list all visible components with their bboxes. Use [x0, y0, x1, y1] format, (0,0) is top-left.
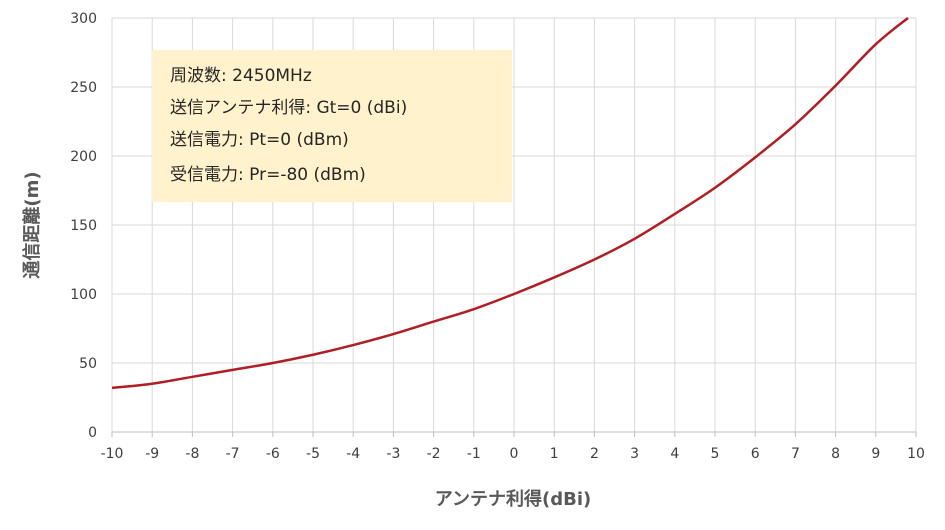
series-line: [111, 17, 909, 390]
y-tick-label: 150: [70, 218, 97, 234]
x-tick-label: 2: [590, 446, 599, 462]
x-axis-title: アンテナ利得(dBi): [435, 488, 592, 510]
y-tick-label: 0: [88, 425, 97, 441]
annotation-line: 受信電力: Pr=-80 (dBm): [170, 165, 366, 185]
x-tick-label: -7: [226, 446, 240, 462]
x-tick-labels: -10 -9 -8 -7 -6 -5 -4 -3 -2 -1 0 1 2 3 4 5 6 7 8 9 10: [101, 446, 925, 462]
y-tick-label: 300: [70, 11, 97, 27]
x-tick-label: 8: [831, 446, 840, 462]
x-tick-label: -1: [467, 446, 481, 462]
x-tick-label: -9: [145, 446, 159, 462]
x-tick-label: 6: [751, 446, 760, 462]
annotation-line: 周波数: 2450MHz: [170, 66, 312, 86]
x-tick-label: 3: [630, 446, 639, 462]
x-tick-label: 4: [670, 446, 679, 462]
x-tick-label: 9: [871, 446, 880, 462]
x-tick-label: 7: [791, 446, 800, 462]
x-tick-label: -8: [185, 446, 199, 462]
x-tick-label: -2: [427, 446, 441, 462]
annotation-background: [152, 50, 512, 202]
y-tick-labels: 0 50 100 150 200 250 300: [70, 11, 97, 441]
y-tick-label: 250: [70, 80, 97, 96]
y-tick-label: 200: [70, 149, 97, 165]
x-tick-label: -4: [346, 446, 360, 462]
y-tick-label: 100: [70, 287, 97, 303]
axes: [111, 431, 917, 437]
x-tick-label: 10: [907, 446, 925, 462]
annotation-line: 送信アンテナ利得: Gt=0 (dBi): [170, 98, 407, 118]
x-tick-label: 5: [711, 446, 720, 462]
x-tick-label: -10: [101, 446, 124, 462]
y-tick-label: 50: [79, 356, 97, 372]
series: [111, 17, 909, 390]
y-axis-title: 通信距離(m): [21, 171, 43, 278]
x-tick-label: 1: [550, 446, 559, 462]
x-tick-label: 0: [510, 446, 519, 462]
x-tick-label: -5: [306, 446, 320, 462]
annotation-line: 送信電力: Pt=0 (dBm): [170, 130, 349, 150]
x-tick-label: -3: [386, 446, 400, 462]
annotation-box: 周波数: 2450MHz 送信アンテナ利得: Gt=0 (dBi) 送信電力: …: [152, 50, 512, 202]
x-tick-label: -6: [266, 446, 280, 462]
